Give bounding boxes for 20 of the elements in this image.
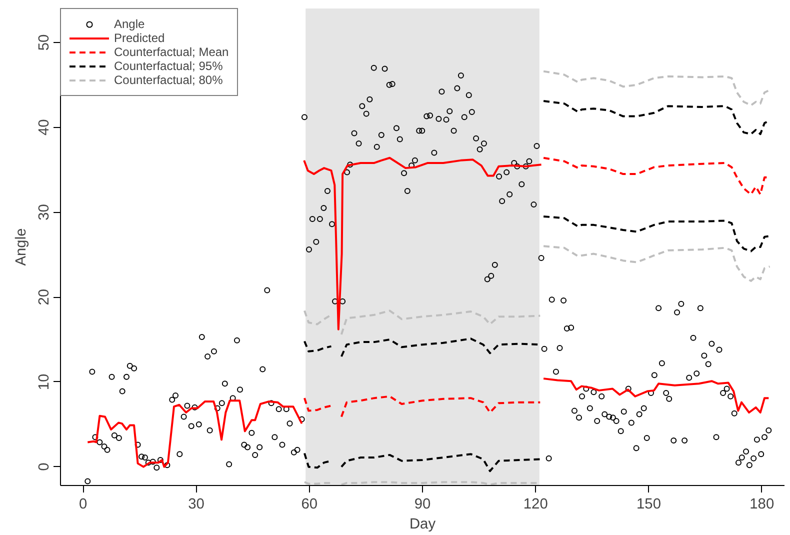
x-tick-label: 150 <box>636 496 661 512</box>
y-tick-label: 10 <box>36 374 52 390</box>
legend-label: Counterfactual; 95% <box>114 59 223 73</box>
y-tick-label: 30 <box>36 204 52 220</box>
x-axis-title: Day <box>409 516 436 532</box>
y-tick-label: 0 <box>36 462 52 471</box>
y-tick-label: 40 <box>36 119 52 136</box>
x-tick-label: 90 <box>414 496 431 512</box>
legend-label: Predicted <box>114 31 165 45</box>
x-tick-label: 120 <box>523 496 548 512</box>
legend-label: Angle <box>114 17 145 31</box>
y-axis-title: Angle <box>14 228 30 266</box>
legend-label: Counterfactual; 80% <box>114 73 223 87</box>
y-tick-label: 50 <box>36 34 52 51</box>
y-tick-label: 20 <box>36 288 52 306</box>
legend-label: Counterfactual; Mean <box>114 45 229 59</box>
x-tick-label: 30 <box>188 496 204 512</box>
x-tick-label: 0 <box>79 496 88 512</box>
x-tick-label: 60 <box>301 496 318 512</box>
x-tick-label: 180 <box>750 496 774 512</box>
